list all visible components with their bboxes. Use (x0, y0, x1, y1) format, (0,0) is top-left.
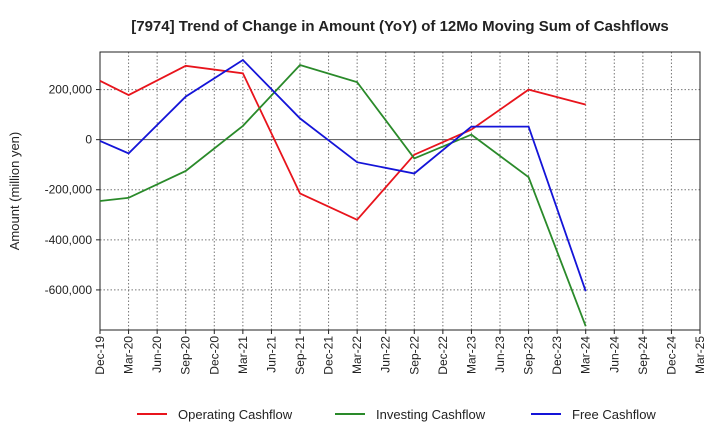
x-tick-label: Dec-23 (550, 336, 564, 375)
y-axis-label: Amount (million yen) (7, 132, 22, 251)
series-lines (99, 58, 587, 327)
x-tick-label: Sep-20 (179, 336, 193, 375)
y-axis-ticks: 200,000 0 -200,000 -400,000 -600,000 (45, 83, 100, 297)
x-tick-label: Dec-20 (207, 336, 221, 375)
x-tick-label: Dec-22 (436, 336, 450, 375)
y-tick-label: -400,000 (45, 233, 93, 247)
x-tick-label: Jun-24 (607, 336, 621, 373)
y-tick-label: -600,000 (45, 283, 93, 297)
x-tick-label: Mar-25 (693, 336, 707, 374)
x-axis-ticks: Dec-19 Mar-20 Jun-20 Sep-20 Dec-20 Mar-21 Jun-… (93, 330, 707, 375)
chart-title: [7974] Trend of Change in Amount (YoY) o… (131, 18, 669, 35)
plot-area-border (99, 51, 701, 331)
series-line-free-cashflow (99, 58, 587, 292)
series-line-operating-cashflow (99, 64, 586, 221)
x-tick-label: Jun-21 (264, 336, 278, 373)
x-tick-label: Jun-20 (150, 336, 164, 373)
x-tick-label: Sep-24 (636, 336, 650, 375)
legend-label-operating-cashflow: Operating Cashflow (178, 407, 293, 422)
legend-label-free-cashflow: Free Cashflow (572, 407, 656, 422)
x-tick-label: Mar-24 (579, 336, 593, 374)
y-tick-label: 200,000 (49, 83, 93, 97)
x-tick-label: Mar-21 (236, 336, 250, 374)
gridlines (99, 52, 701, 330)
x-tick-label: Dec-24 (664, 336, 678, 375)
x-tick-label: Sep-22 (407, 336, 421, 375)
x-tick-label: Dec-21 (322, 336, 336, 375)
x-tick-label: Sep-23 (522, 336, 536, 375)
x-tick-label: Mar-23 (464, 336, 478, 374)
x-tick-label: Mar-20 (122, 336, 136, 374)
y-tick-label: -200,000 (45, 183, 93, 197)
legend: Operating Cashflow Investing Cashflow Free… (137, 407, 656, 422)
y-tick-label: 0 (85, 133, 92, 147)
x-tick-label: Jun-23 (493, 336, 507, 373)
legend-label-investing-cashflow: Investing Cashflow (376, 407, 486, 422)
x-tick-label: Jun-22 (379, 336, 393, 373)
x-tick-label: Sep-21 (293, 336, 307, 375)
series-line-investing-cashflow (99, 63, 587, 327)
x-tick-label: Dec-19 (93, 336, 107, 375)
plot-frame (99, 51, 701, 331)
x-tick-label: Mar-22 (350, 336, 364, 374)
